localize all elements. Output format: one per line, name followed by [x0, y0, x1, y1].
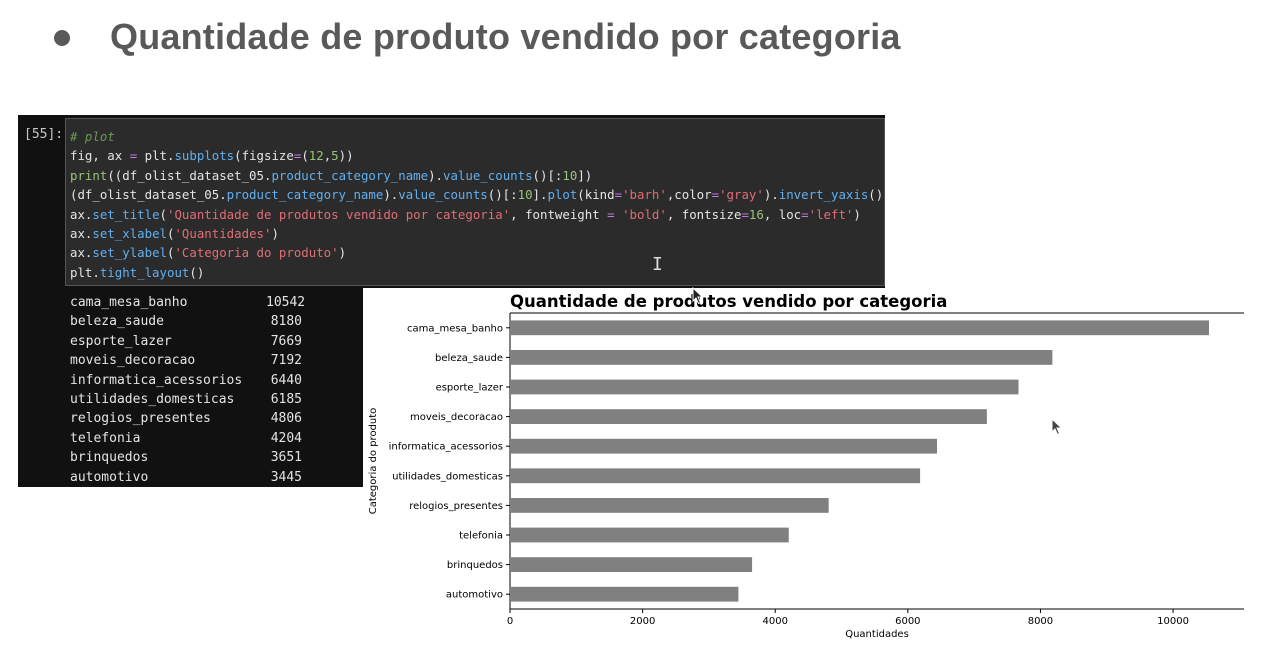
category-tick-label: informatica_acessorios: [389, 442, 503, 453]
output-count: 6185: [270, 391, 302, 407]
output-category: brinquedos: [70, 450, 149, 466]
output-category: beleza_saude: [70, 314, 164, 330]
output-count: 8180: [270, 314, 302, 330]
bullet-icon: [54, 30, 70, 46]
output-category: relogios_presentes: [70, 411, 211, 427]
code-cell[interactable]: # plot fig, ax = plt.subplots(figsize=(1…: [65, 118, 885, 286]
category-tick-label: telefonia: [459, 531, 503, 542]
output-row: utilidades_domesticas 6185: [70, 390, 302, 409]
bar: [510, 350, 1053, 365]
output-row: cama_mesa_banho 10542: [70, 293, 306, 312]
output-category: automotivo: [70, 469, 149, 485]
bar: [510, 438, 938, 454]
x-tick-label: 6000: [895, 616, 920, 627]
category-tick-label: beleza_saude: [435, 353, 503, 364]
x-tick-label: 2000: [630, 616, 655, 627]
x-tick-label: 8000: [1028, 616, 1053, 627]
output-category: cama_mesa_banho: [70, 295, 188, 310]
output-category: telefonia: [70, 430, 141, 446]
output-row: telefonia 4204: [70, 429, 302, 448]
output-row: esporte_lazer 7669: [70, 332, 302, 351]
code-text[interactable]: # plot fig, ax = plt.subplots(figsize=(1…: [70, 129, 884, 280]
slide-title: Quantidade de produto vendido por catego…: [110, 16, 901, 57]
bar: [510, 409, 987, 424]
bar: [510, 586, 739, 602]
bar: [510, 468, 921, 484]
output-row: moveis_decoracao 7192: [70, 351, 302, 370]
bar: [510, 498, 829, 513]
bar: [510, 557, 753, 572]
output-row: automotivo 3445: [70, 468, 302, 487]
mouse-pointer-icon: [1051, 418, 1063, 436]
output-count: 3651: [270, 450, 302, 466]
chart-panel: Quantidade de produtos vendido por categ…: [363, 288, 1264, 645]
output-count: 3445: [270, 469, 302, 485]
cell-prompt: [55]:: [24, 127, 64, 142]
output-count: 4204: [270, 430, 302, 446]
bar: [510, 527, 789, 543]
x-tick-label: 4000: [762, 616, 787, 627]
output-row: relogios_presentes 4806: [70, 409, 302, 428]
output-count: 6440: [270, 372, 302, 388]
output-count: 7192: [270, 353, 302, 369]
output-row: brinquedos 3651: [70, 448, 302, 467]
output-count: 10542: [266, 295, 306, 310]
output-row: beleza_saude 8180: [70, 312, 302, 331]
x-tick-label: 10000: [1157, 616, 1189, 627]
category-tick-label: moveis_decoracao: [410, 412, 503, 423]
text-cursor-icon: Ι: [652, 254, 663, 275]
bar-chart: Quantidade de produtos vendido por categ…: [368, 292, 1244, 640]
output-category: esporte_lazer: [70, 333, 172, 349]
output-count: 7669: [270, 333, 302, 349]
bar: [510, 320, 1209, 336]
output-category: moveis_decoracao: [70, 353, 196, 369]
category-tick-label: utilidades_domesticas: [392, 471, 503, 482]
slide-heading: Quantidade de produto vendido por catego…: [54, 12, 901, 62]
chart-title: Quantidade de produtos vendido por categ…: [510, 292, 947, 311]
output-category: utilidades_domesticas: [70, 391, 235, 407]
category-tick-label: cama_mesa_banho: [407, 323, 503, 334]
category-tick-label: esporte_lazer: [436, 383, 504, 394]
output-category: informatica_acessorios: [70, 372, 243, 388]
x-tick-label: 0: [507, 616, 513, 627]
output-count: 4806: [270, 411, 302, 427]
mouse-pointer-icon: [692, 287, 704, 305]
category-tick-label: automotivo: [446, 590, 503, 601]
x-axis-label: Quantidades: [845, 629, 909, 640]
bar: [510, 379, 1019, 395]
category-tick-label: brinquedos: [447, 560, 503, 571]
category-tick-label: relogios_presentes: [409, 501, 503, 512]
y-axis-label: Categoria do produto: [368, 408, 379, 515]
cell-output: cama_mesa_banho 10542 beleza_saude 8180 es…: [70, 293, 306, 487]
output-row: informatica_acessorios 6440: [70, 371, 302, 390]
